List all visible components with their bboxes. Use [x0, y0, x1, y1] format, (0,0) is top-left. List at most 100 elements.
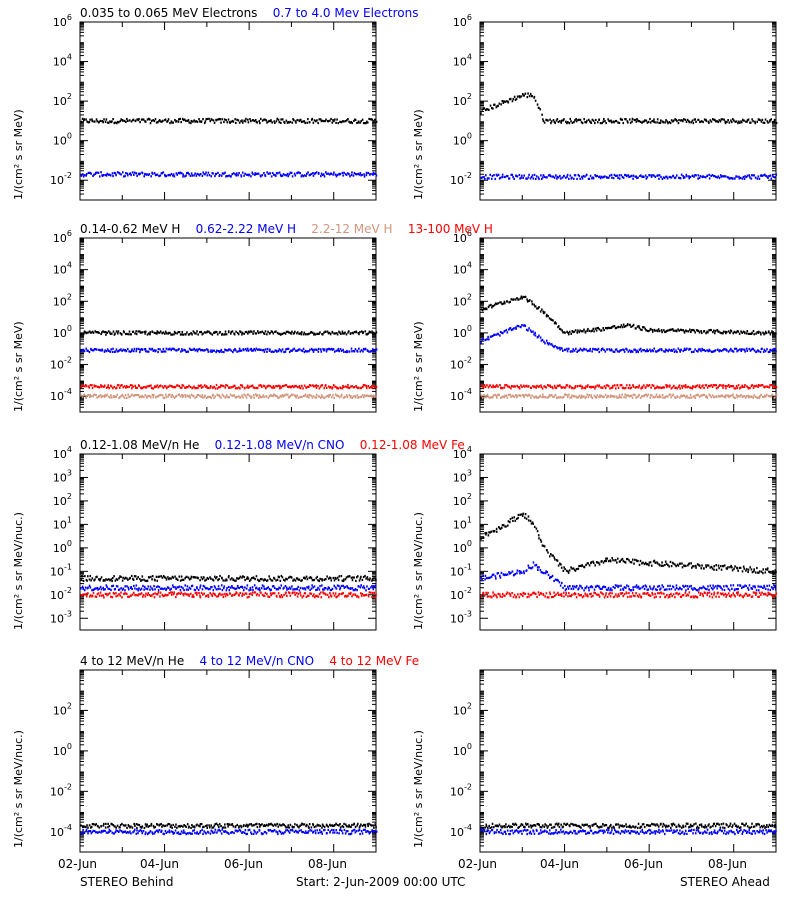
data-point — [544, 342, 546, 345]
data-point — [316, 119, 318, 122]
data-point — [678, 384, 681, 387]
data-point — [365, 589, 367, 592]
data-point — [562, 119, 565, 122]
data-point — [744, 175, 746, 178]
data-point — [300, 333, 303, 336]
data-point — [291, 175, 294, 178]
data-point — [356, 394, 359, 397]
data-point — [483, 384, 486, 387]
y-tick-label: 10-2 — [450, 171, 472, 187]
data-point — [249, 578, 252, 581]
data-point — [511, 173, 514, 176]
data-point — [724, 396, 727, 399]
data-point — [203, 576, 205, 579]
data-point — [178, 347, 180, 351]
data-point — [529, 299, 531, 302]
data-point — [251, 593, 253, 597]
data-point — [685, 329, 687, 332]
data-point — [484, 385, 487, 388]
data-point — [494, 177, 497, 181]
data-point — [627, 350, 630, 353]
data-point — [126, 577, 128, 580]
data-point — [206, 348, 209, 351]
data-point — [302, 587, 305, 590]
data-point — [340, 584, 343, 588]
data-point — [190, 577, 192, 580]
data-point — [104, 349, 106, 352]
data-point — [153, 331, 156, 334]
data-point — [241, 394, 243, 397]
data-point — [289, 587, 292, 590]
data-point — [191, 386, 194, 389]
data-point — [581, 385, 583, 388]
data-point — [198, 385, 201, 388]
data-point — [492, 107, 494, 110]
data-point — [495, 394, 498, 398]
data-point — [368, 394, 371, 398]
data-point — [693, 329, 696, 332]
data-point — [513, 298, 515, 301]
data-point — [175, 120, 178, 123]
data-point — [748, 347, 751, 351]
data-point — [580, 394, 583, 397]
data-point — [179, 171, 182, 174]
data-point — [589, 349, 591, 352]
data-point — [165, 332, 168, 335]
data-point — [719, 120, 722, 123]
data-point — [247, 121, 250, 124]
data-point — [245, 592, 248, 595]
data-point — [166, 120, 168, 123]
data-point — [628, 118, 631, 121]
data-point — [161, 593, 164, 596]
data-point — [84, 575, 86, 578]
data-point — [362, 122, 365, 125]
data-point — [589, 174, 592, 177]
data-point — [678, 119, 680, 122]
data-point — [245, 396, 248, 399]
data-point — [302, 394, 305, 398]
data-point — [734, 120, 737, 123]
data-point — [277, 396, 279, 400]
data-point — [281, 576, 284, 579]
data-point — [182, 173, 185, 176]
data-point — [373, 591, 376, 594]
data-point — [332, 592, 335, 595]
data-point — [751, 174, 753, 177]
data-point — [244, 347, 247, 351]
data-point — [259, 589, 261, 592]
data-point — [274, 349, 277, 352]
data-point — [222, 595, 225, 599]
data-point — [561, 349, 564, 352]
data-point — [639, 347, 642, 350]
data-point — [179, 592, 182, 595]
data-point — [661, 177, 664, 181]
data-point — [338, 396, 341, 399]
data-point — [328, 347, 330, 350]
data-point — [309, 348, 311, 351]
data-point — [703, 393, 706, 396]
data-point — [612, 395, 615, 398]
data-point — [296, 349, 298, 353]
data-point — [565, 383, 568, 387]
data-point — [315, 384, 317, 387]
data-point — [556, 396, 558, 400]
data-point — [600, 175, 603, 178]
data-point — [364, 121, 366, 125]
data-point — [120, 348, 122, 351]
data-point — [220, 121, 222, 124]
data-point — [540, 339, 543, 342]
data-point — [131, 587, 133, 591]
data-point — [534, 331, 536, 334]
data-point — [117, 121, 120, 124]
data-point — [135, 350, 138, 353]
data-point — [178, 331, 181, 334]
data-point — [334, 393, 337, 396]
data-point — [653, 174, 655, 177]
data-point — [375, 174, 378, 177]
data-point — [526, 95, 529, 99]
data-point — [624, 325, 627, 328]
data-point — [87, 592, 89, 595]
data-point — [185, 575, 188, 579]
data-point — [308, 393, 311, 396]
data-point — [688, 177, 690, 180]
